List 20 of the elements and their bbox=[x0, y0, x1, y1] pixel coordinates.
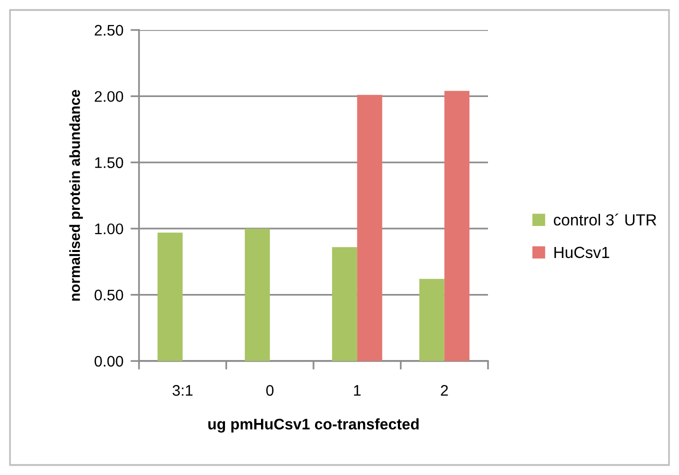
bar bbox=[332, 247, 358, 361]
bar bbox=[244, 228, 270, 361]
x-tick-label: 1 bbox=[354, 385, 361, 396]
y-tick-label: 1.50 bbox=[95, 157, 124, 168]
y-tick-label: 2.50 bbox=[94, 24, 124, 36]
legend-label: HuCsv1 bbox=[554, 246, 610, 258]
x-axis-title: ug pmHuCsv1 co-transfected bbox=[208, 418, 419, 433]
y-axis-title: normalised protein abundance bbox=[69, 90, 83, 301]
y-tick-label: 0.50 bbox=[94, 290, 124, 300]
x-tick-label: 2 bbox=[440, 385, 448, 396]
y-tick-label: 0.00 bbox=[94, 356, 124, 367]
y-tick-label: 1.00 bbox=[95, 223, 124, 234]
x-tick-label: 0 bbox=[266, 385, 274, 396]
bar bbox=[158, 232, 183, 361]
bar bbox=[419, 278, 444, 361]
x-tick-label: 3:1 bbox=[172, 385, 192, 396]
bar bbox=[357, 94, 382, 361]
legend-label: control 3´ UTR bbox=[554, 214, 656, 226]
y-tick-label: 2.00 bbox=[94, 91, 124, 102]
bar bbox=[444, 90, 470, 361]
